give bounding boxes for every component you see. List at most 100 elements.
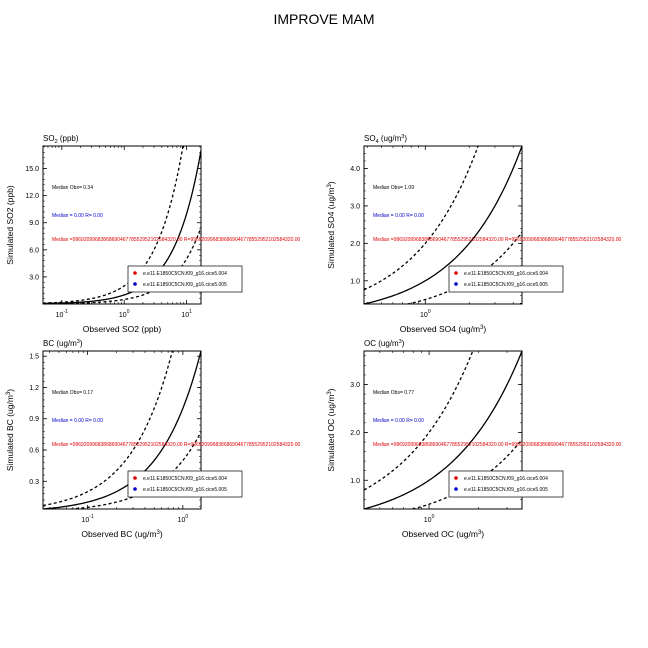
y-tick-label: 2.0 xyxy=(350,241,360,248)
text-span: 3.0 xyxy=(350,382,360,389)
plot-frame xyxy=(42,350,202,510)
page-title: IMPROVE MAM xyxy=(273,11,374,27)
text-span: e.e11.E1850C5CN.f09_g16.cice5.005 xyxy=(464,487,548,493)
y-tick-label: 4.0 xyxy=(350,166,360,173)
y-tick-label: 1.0 xyxy=(350,278,360,285)
legend-label-1: e.e11.E1850C5CN.f09_g16.cice5.004 xyxy=(143,476,227,482)
legend-label-2: e.e11.E1850C5CN.f09_g16.cice5.005 xyxy=(143,487,227,493)
annotation-3: Median =99692099683868690467785529521025… xyxy=(373,237,622,243)
reference-line-2 xyxy=(364,351,474,491)
text-span: 1.5 xyxy=(29,354,39,361)
text-span: 0.3 xyxy=(29,479,39,486)
text-span: 0 xyxy=(432,514,435,520)
text-span: 3 xyxy=(399,339,402,345)
text-span: Observed OC (ug/m xyxy=(402,529,478,539)
reference-lines xyxy=(43,351,201,509)
text-span: 3 xyxy=(327,183,333,187)
text-span: e.e11.E1850C5CN.f09_g16.cice5.004 xyxy=(464,271,548,277)
text-span: ) xyxy=(160,529,163,539)
text-span: e.e11.E1850C5CN.f09_g16.cice5.004 xyxy=(464,476,548,482)
plot-frame xyxy=(42,145,202,305)
text-span: 0 xyxy=(127,309,130,315)
x-axis-label: Observed SO2 (ppb) xyxy=(83,324,162,334)
reference-line-1 xyxy=(364,351,522,509)
legend-marker-1 xyxy=(454,271,458,275)
annotation-2: Median = 0.00 R= 0.00 xyxy=(373,213,424,219)
text-span: 10 xyxy=(420,312,428,319)
text-span: 3 xyxy=(156,530,160,536)
x-tick-label: 100 xyxy=(424,514,435,524)
text-span: 10 xyxy=(82,517,90,524)
legend-marker-2 xyxy=(454,282,458,286)
legend-label-2: e.e11.E1850C5CN.f09_g16.cice5.005 xyxy=(143,282,227,288)
annotation-1: Median Obs= 1.09 xyxy=(373,185,414,191)
text-span: Observed SO2 (ppb) xyxy=(83,324,162,334)
text-span: Median = 0.00 R= 0.00 xyxy=(373,213,424,219)
x-tick-label: 10-1 xyxy=(56,309,68,319)
reference-line-1 xyxy=(43,351,201,509)
reference-line-3 xyxy=(410,439,522,509)
text-span: Median = 0.00 R= 0.00 xyxy=(373,418,424,424)
reference-line-2 xyxy=(43,351,173,507)
text-span: Median = 0.00 R= 0.00 xyxy=(52,213,103,219)
text-span: e.e11.E1850C5CN.f09_g16.cice5.005 xyxy=(143,282,227,288)
reference-line-1 xyxy=(364,146,522,304)
reference-line-1 xyxy=(43,150,201,304)
legend-box xyxy=(127,470,243,498)
panel-title: SO4 (ug/m3) xyxy=(364,134,407,145)
panel-title: OC (ug/m3) xyxy=(364,339,405,348)
text-span: 1 xyxy=(189,309,192,315)
y-tick-label: 3.0 xyxy=(29,274,39,281)
legend-label-1: e.e11.E1850C5CN.f09_g16.cice5.004 xyxy=(143,271,227,277)
y-tick-label: 0.6 xyxy=(29,448,39,455)
text-span: 3 xyxy=(401,134,404,140)
x-tick-label: 100 xyxy=(420,309,431,319)
legend-marker-1 xyxy=(133,476,137,480)
text-span: Simulated BC (ug/m xyxy=(5,395,15,471)
text-span: Observed SO4 (ug/m xyxy=(400,324,480,334)
text-span: 12.0 xyxy=(25,193,39,200)
text-span: Median Obs= 0.17 xyxy=(52,390,93,396)
text-span: OC (ug/m xyxy=(364,339,399,348)
legend-box xyxy=(448,265,564,293)
panel-title: SO2 (ppb) xyxy=(43,134,79,145)
legend-box xyxy=(127,265,243,293)
text-span: (ppb) xyxy=(58,134,79,143)
text-span: ) xyxy=(483,324,486,334)
text-span: e.e11.E1850C5CN.f09_g16.cice5.005 xyxy=(143,487,227,493)
annotation-2: Median = 0.00 R= 0.00 xyxy=(373,418,424,424)
text-span: e.e11.E1850C5CN.f09_g16.cice5.004 xyxy=(143,271,227,277)
legend-marker-1 xyxy=(133,271,137,275)
text-span: Median =99692099683868690467785529521025… xyxy=(373,237,622,243)
y-tick-label: 0.3 xyxy=(29,479,39,486)
text-span: 1.2 xyxy=(29,385,39,392)
text-span: Median =99692099683868690467785529521025… xyxy=(52,442,301,448)
x-axis-label: Observed SO4 (ug/m3) xyxy=(400,324,487,334)
reference-line-2 xyxy=(364,146,479,291)
legend-box xyxy=(448,470,564,498)
x-tick-label: 100 xyxy=(119,309,130,319)
x-tick-label: 10-1 xyxy=(82,514,94,524)
text-span: ) xyxy=(5,389,15,392)
y-axis-label: Simulated BC (ug/m3) xyxy=(5,389,15,471)
text-span: 15.0 xyxy=(25,166,39,173)
text-span: e.e11.E1850C5CN.f09_g16.cice5.004 xyxy=(143,476,227,482)
y-axis-label: Simulated OC (ug/m3) xyxy=(326,388,336,471)
text-span: 1.0 xyxy=(350,478,360,485)
x-tick-label: 101 xyxy=(181,309,192,319)
text-span: Median Obs= 1.09 xyxy=(373,185,414,191)
plot-frame xyxy=(363,145,523,305)
y-axis-label: Simulated SO4 (ug/m3) xyxy=(326,181,336,269)
annotation-3: Median =99692099683868690467785529521025… xyxy=(373,442,622,448)
annotation-1: Median Obs= 0.34 xyxy=(52,185,93,191)
y-tick-label: 1.0 xyxy=(350,478,360,485)
text-span: 10 xyxy=(178,517,186,524)
text-span: Median = 0.00 R= 0.00 xyxy=(52,418,103,424)
text-span: Median =99692099683868690467785529521025… xyxy=(52,237,301,243)
text-span: -1 xyxy=(63,309,68,315)
y-tick-label: 12.0 xyxy=(25,193,39,200)
